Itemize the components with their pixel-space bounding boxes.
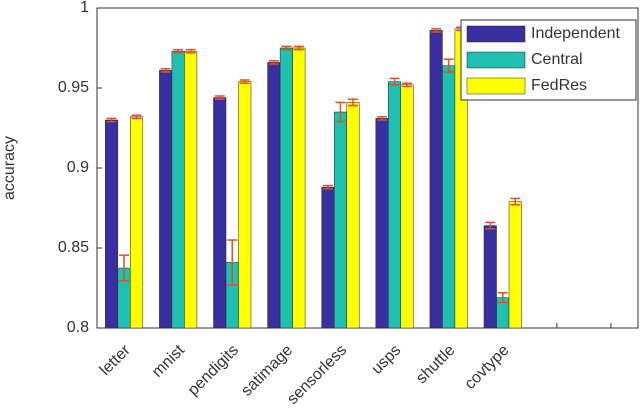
error-bar: [389, 77, 400, 86]
x-tick-label: letter: [97, 341, 135, 379]
bar: [400, 84, 414, 329]
legend-swatch: [466, 77, 526, 95]
error-bar: [119, 254, 130, 282]
legend-swatch: [466, 25, 526, 43]
bar: [267, 62, 281, 329]
bar: [238, 81, 252, 329]
x-tick-label: shuttle: [413, 342, 458, 387]
error-bar: [239, 79, 250, 84]
error-bar: [347, 98, 358, 107]
bar: [321, 186, 335, 329]
bar: [508, 201, 522, 329]
legend-swatch: [466, 51, 526, 69]
y-tick-label: 1: [80, 0, 89, 16]
error-bar: [106, 117, 117, 123]
legend-label: Independent: [531, 25, 621, 42]
legend-label: FedRes: [531, 77, 587, 94]
x-tick-label: usps: [368, 342, 404, 378]
bar: [279, 47, 293, 329]
x-tick-label: pendigits: [185, 342, 242, 399]
error-bar: [185, 48, 196, 54]
error-bar: [402, 82, 413, 88]
bar: [429, 30, 443, 329]
bar: [292, 47, 306, 329]
y-tick-label: 0.95: [58, 79, 89, 96]
bar: [171, 50, 185, 329]
bar: [483, 225, 497, 329]
error-bar: [497, 292, 508, 304]
error-bar: [485, 221, 496, 230]
x-tick-label: mnist: [149, 341, 188, 380]
error-bar: [293, 45, 304, 51]
error-bar: [268, 60, 279, 65]
bar: [213, 97, 227, 329]
y-tick-label: 0.9: [67, 159, 89, 176]
error-bar: [214, 95, 225, 100]
error-bar: [510, 197, 521, 206]
bar: [130, 116, 144, 329]
y-tick-label: 0.8: [67, 319, 89, 336]
error-bar: [431, 28, 442, 33]
x-tick-label: satimage: [238, 342, 296, 400]
error-bar: [377, 116, 388, 121]
error-bar: [322, 184, 333, 190]
bar: [105, 119, 119, 329]
error-bar: [281, 45, 292, 51]
bar: [346, 102, 360, 329]
error-bar: [443, 58, 454, 73]
bar: [184, 50, 198, 329]
legend-label: Central: [531, 51, 583, 68]
error-bar: [160, 68, 171, 73]
y-tick-label: 0.85: [58, 239, 89, 256]
bar: [442, 65, 456, 329]
x-tick-label: sensorless: [284, 342, 350, 408]
error-bar: [131, 114, 142, 120]
bar: [333, 111, 347, 329]
x-tick-label: covtype: [462, 342, 513, 393]
bar: [375, 118, 389, 329]
y-axis-label: accuracy: [1, 136, 18, 200]
bar: [159, 70, 173, 329]
bar: [388, 81, 402, 329]
error-bar: [227, 239, 238, 286]
error-bar: [335, 101, 346, 123]
error-bar: [173, 48, 184, 54]
